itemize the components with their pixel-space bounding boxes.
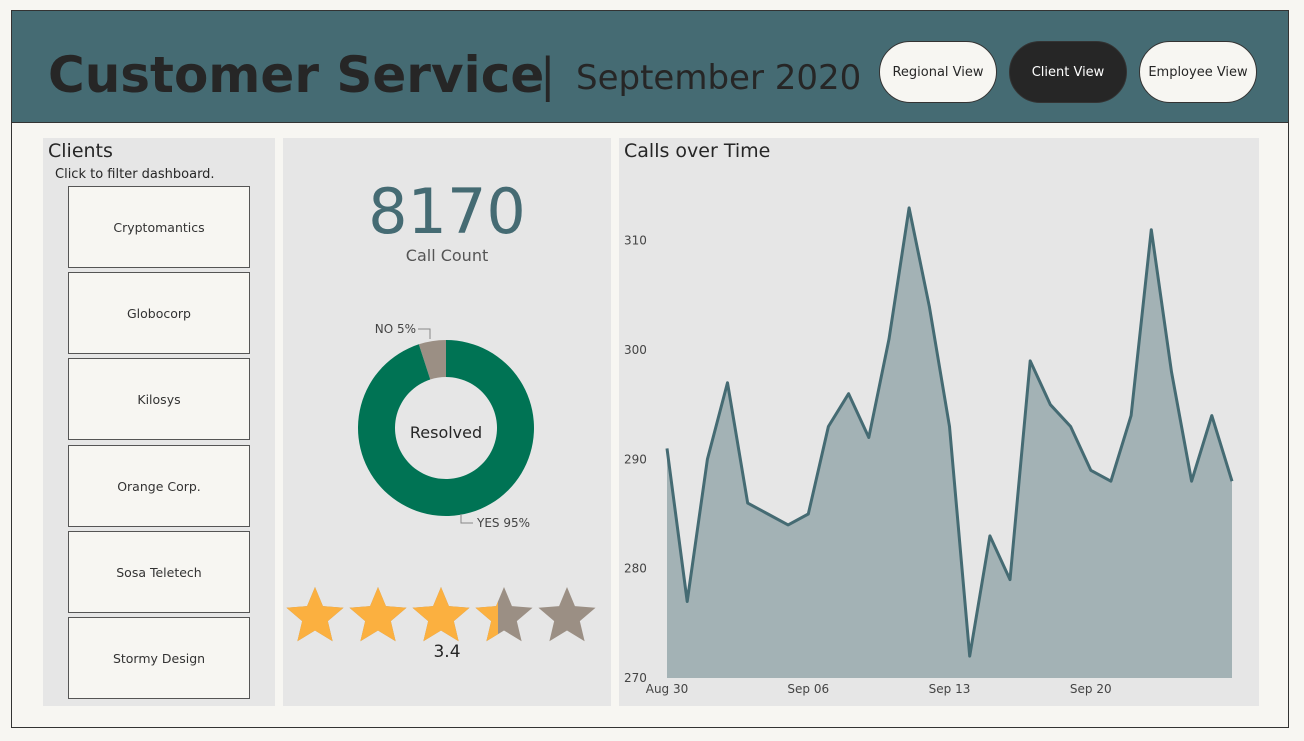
rating-value: 3.4 (433, 642, 461, 662)
call-count-value: 8170 (368, 175, 526, 248)
data-point[interactable] (1065, 421, 1077, 433)
yes-leader-line (460, 514, 473, 524)
client-card-stormy-design[interactable]: Stormy Design (68, 617, 250, 699)
data-point[interactable] (843, 388, 855, 400)
data-point[interactable] (742, 497, 754, 509)
data-point[interactable] (701, 453, 713, 465)
resolved-center-label: Resolved (410, 423, 482, 442)
regional-view-button[interactable]: Regional View (879, 41, 997, 103)
no-leader-line (418, 328, 431, 339)
star-fill-4 (475, 601, 498, 642)
header-bar: Customer Service | September 2020 Region… (12, 11, 1288, 123)
rating-stars (286, 587, 596, 642)
data-point[interactable] (863, 431, 875, 443)
employee-view-button[interactable]: Employee View (1139, 41, 1257, 103)
client-card-kilosys[interactable]: Kilosys (68, 358, 250, 440)
data-point[interactable] (964, 650, 976, 662)
yes-slice-label: YES 95% (476, 516, 530, 530)
star-fill-3 (412, 587, 470, 642)
data-point[interactable] (1004, 574, 1016, 586)
clients-hint: Click to filter dashboard. (55, 167, 215, 182)
data-point[interactable] (1085, 464, 1097, 476)
y-tick-label: 300 (624, 343, 647, 357)
data-point[interactable] (762, 508, 774, 520)
data-point[interactable] (923, 300, 935, 312)
page-title: Customer Service (48, 46, 545, 104)
no-slice-label: NO 5% (375, 322, 416, 336)
client-view-button[interactable]: Client View (1009, 41, 1127, 103)
data-point[interactable] (1125, 410, 1137, 422)
data-point[interactable] (1145, 224, 1157, 236)
x-tick-label: Sep 13 (929, 682, 971, 696)
data-point[interactable] (984, 530, 996, 542)
data-point[interactable] (681, 595, 693, 607)
data-point[interactable] (722, 377, 734, 389)
donut-slice-no[interactable] (418, 340, 446, 380)
data-point[interactable] (903, 202, 915, 214)
data-point[interactable] (782, 519, 794, 531)
x-tick-label: Aug 30 (646, 682, 689, 696)
x-tick-label: Sep 06 (787, 682, 829, 696)
y-tick-label: 310 (624, 234, 647, 248)
data-point[interactable] (883, 333, 895, 345)
call-count-label: Call Count (405, 246, 489, 265)
donut-slice-yes[interactable] (358, 340, 534, 516)
clients-title: Clients (48, 140, 113, 162)
star-fill-1 (286, 587, 344, 642)
dashboard-frame: Customer Service | September 2020 Region… (11, 10, 1289, 728)
y-tick-label: 270 (624, 671, 647, 685)
resolved-donut-chart: Resolved NO 5% YES 95% (358, 322, 534, 530)
data-point[interactable] (1165, 366, 1177, 378)
data-point[interactable] (944, 421, 956, 433)
data-point[interactable] (661, 442, 673, 454)
client-card-orange-corp[interactable]: Orange Corp. (68, 445, 250, 527)
calls-line (665, 206, 1234, 658)
data-point[interactable] (1105, 475, 1117, 487)
data-point[interactable] (1226, 475, 1238, 487)
data-point[interactable] (1044, 399, 1056, 411)
client-card-globocorp[interactable]: Globocorp (68, 272, 250, 354)
x-tick-label: Sep 20 (1070, 682, 1112, 696)
calls-over-time-panel: Calls over Time 270 280 290 300 310 Aug 30 Se… (619, 138, 1259, 706)
calls-over-time-chart: 270 280 290 300 310 Aug 30 Sep 06 Sep 13 Sep 20 (624, 202, 1238, 696)
chart-title: Calls over Time (624, 140, 771, 162)
kpi-panel: 8170 Call Count Resolved NO 5% YES 95% 3… (283, 138, 611, 706)
data-point[interactable] (1206, 410, 1218, 422)
star-5 (538, 587, 596, 642)
data-point[interactable] (822, 421, 834, 433)
client-card-sosa-teletech[interactable]: Sosa Teletech (68, 531, 250, 613)
client-card-cryptomantics[interactable]: Cryptomantics (68, 186, 250, 268)
data-point[interactable] (1024, 355, 1036, 367)
title-separator: | (540, 48, 556, 102)
page-subtitle: September 2020 (576, 58, 862, 98)
clients-panel: Clients Click to filter dashboard. Crypt… (43, 138, 275, 706)
star-fill-2 (349, 587, 407, 642)
data-point[interactable] (1186, 475, 1198, 487)
data-point[interactable] (802, 508, 814, 520)
y-tick-label: 290 (624, 452, 647, 466)
y-tick-label: 280 (624, 562, 647, 576)
